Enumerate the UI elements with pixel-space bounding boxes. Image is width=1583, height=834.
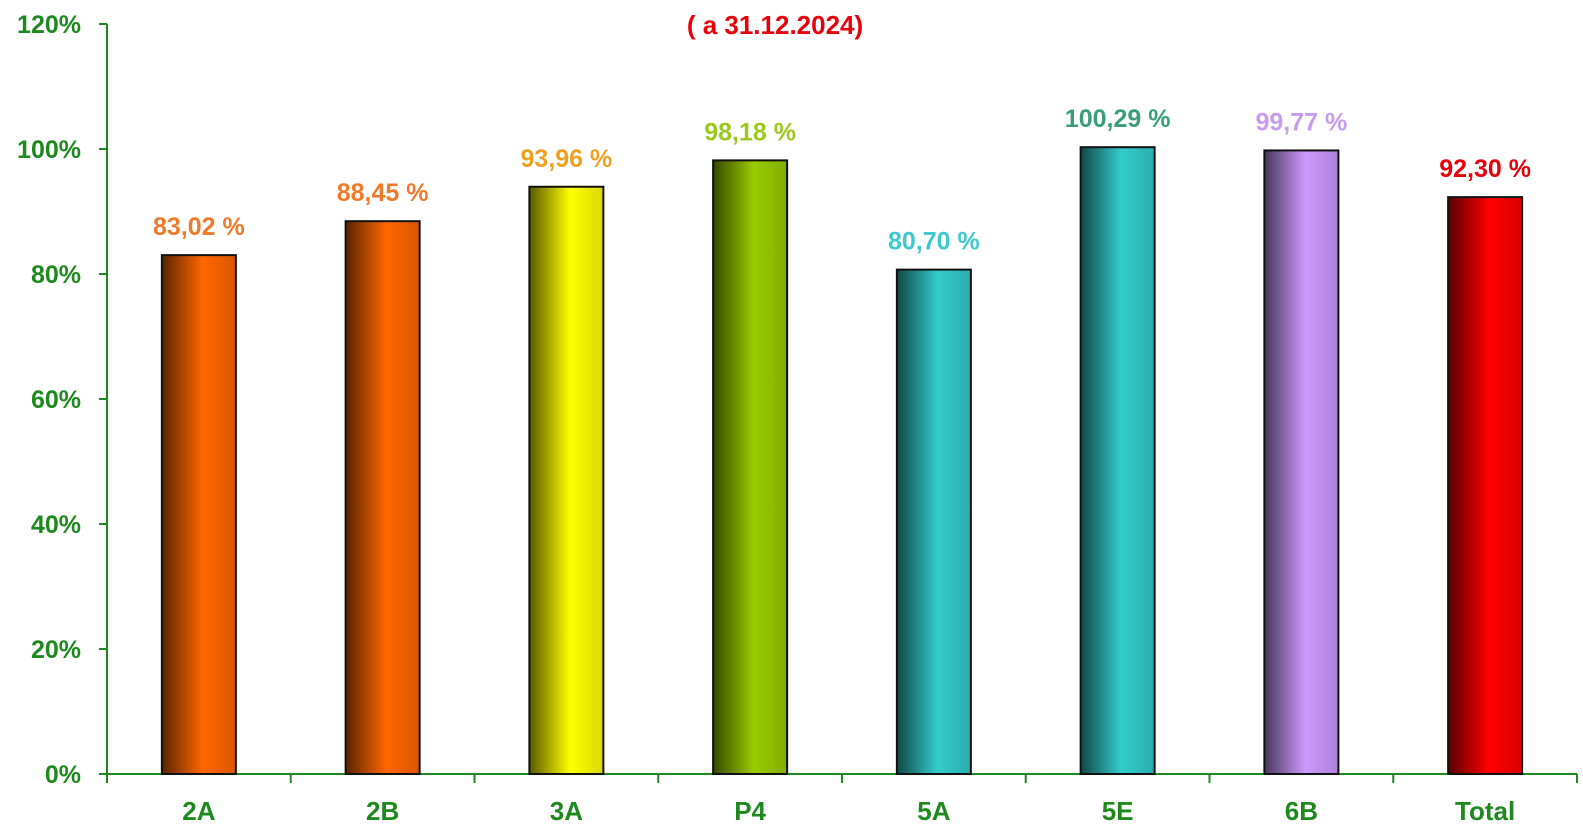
data-label-p4: 98,18 % bbox=[704, 118, 796, 146]
x-tick-label: 2A bbox=[182, 796, 215, 826]
data-label-3a: 93,96 % bbox=[521, 145, 613, 173]
bar-5a bbox=[895, 268, 972, 775]
data-label-total: 92,30 % bbox=[1439, 155, 1531, 183]
bar-p4 bbox=[712, 159, 789, 775]
data-label-5e: 100,29 % bbox=[1065, 105, 1171, 133]
bar-total bbox=[1447, 196, 1524, 775]
y-axis: 0% 20% 40% 60% 80% 100% 120% bbox=[17, 11, 108, 789]
x-tick-label: 5E bbox=[1102, 796, 1134, 826]
x-tick-label: 6B bbox=[1285, 796, 1318, 826]
data-labels: 83,02 % 88,45 % 93,96 % 98,18 % 80,70 % 100,2… bbox=[153, 105, 1531, 255]
x-tick-label: P4 bbox=[734, 796, 766, 826]
y-tick-label: 60% bbox=[31, 386, 81, 414]
bar-5e bbox=[1079, 146, 1156, 775]
bar-6b bbox=[1263, 149, 1340, 775]
bars bbox=[160, 146, 1524, 775]
x-tick-label: Total bbox=[1455, 796, 1515, 826]
bar-3a bbox=[528, 185, 605, 775]
bar-2b bbox=[344, 220, 421, 775]
y-tick-label: 0% bbox=[45, 761, 81, 789]
x-axis: 2A 2B 3A P4 5A 5E 6B Total bbox=[106, 773, 1578, 826]
bar-2a bbox=[160, 254, 237, 775]
data-label-2a: 83,02 % bbox=[153, 213, 245, 241]
x-tick-label: 5A bbox=[917, 796, 950, 826]
x-tick-label: 3A bbox=[550, 796, 583, 826]
data-label-6b: 99,77 % bbox=[1256, 108, 1348, 136]
chart-subtitle: ( a 31.12.2024) bbox=[687, 10, 863, 40]
y-tick-label: 80% bbox=[31, 261, 81, 289]
y-tick-label: 40% bbox=[31, 511, 81, 539]
data-label-5a: 80,70 % bbox=[888, 228, 980, 256]
data-label-2b: 88,45 % bbox=[337, 179, 429, 207]
y-tick-label: 20% bbox=[31, 636, 81, 664]
x-tick-label: 2B bbox=[366, 796, 399, 826]
y-tick-label: 120% bbox=[17, 11, 81, 39]
y-tick-label: 100% bbox=[17, 136, 81, 164]
